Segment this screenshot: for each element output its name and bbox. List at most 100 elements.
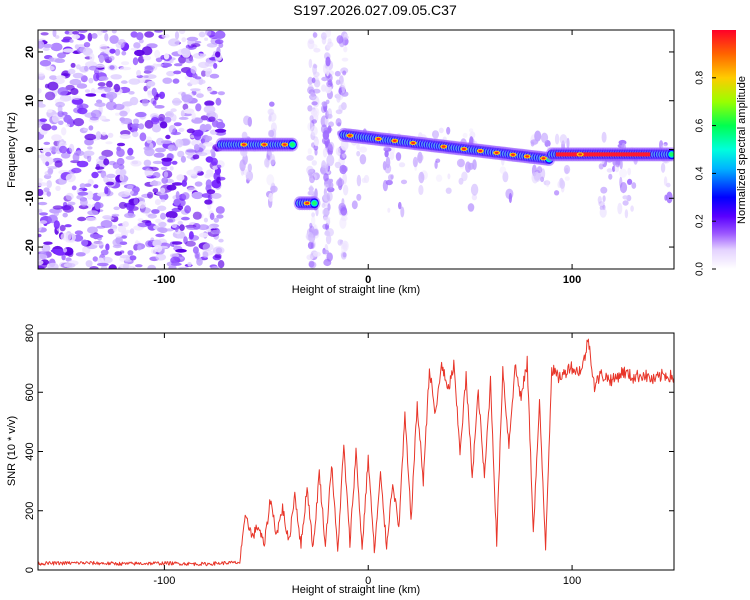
noise-speck bbox=[214, 128, 227, 133]
interference-speck bbox=[546, 179, 550, 188]
noise-speck bbox=[118, 164, 125, 170]
interference-speck bbox=[322, 249, 330, 255]
interference-speck bbox=[602, 195, 606, 203]
interference-speck bbox=[434, 160, 438, 169]
noise-speck bbox=[124, 212, 136, 219]
interference-speck bbox=[461, 171, 468, 182]
interference-speck bbox=[356, 193, 362, 201]
interference-speck bbox=[660, 162, 666, 173]
noise-speck bbox=[175, 138, 184, 148]
band-peak bbox=[646, 152, 651, 157]
noise-speck bbox=[163, 171, 169, 178]
interference-speck bbox=[398, 162, 406, 168]
interference-speck bbox=[540, 176, 545, 183]
interference-speck bbox=[247, 163, 252, 172]
interference-speck bbox=[622, 200, 629, 206]
noise-speck bbox=[171, 182, 183, 186]
interference-speck bbox=[341, 57, 349, 62]
interference-speck bbox=[412, 156, 418, 168]
interference-speck bbox=[307, 105, 313, 112]
noise-speck bbox=[130, 160, 142, 167]
noise-speck bbox=[88, 125, 94, 131]
noise-speck bbox=[173, 63, 183, 67]
band-peak bbox=[609, 152, 614, 157]
interference-speck bbox=[246, 171, 251, 181]
noise-speck bbox=[175, 191, 180, 200]
noise-speck bbox=[155, 233, 165, 238]
interference-speck bbox=[313, 229, 318, 235]
band-peak bbox=[570, 152, 575, 157]
noise-speck bbox=[181, 94, 193, 103]
interference-speck bbox=[326, 65, 330, 77]
interference-speck bbox=[627, 167, 632, 176]
noise-speck bbox=[88, 77, 94, 84]
noise-speck bbox=[64, 30, 70, 35]
band-peak bbox=[636, 152, 641, 157]
noise-speck bbox=[105, 91, 118, 100]
noise-speck bbox=[51, 125, 58, 131]
noise-speck bbox=[53, 220, 60, 230]
noise-speck bbox=[190, 88, 201, 92]
noise-speck bbox=[164, 228, 174, 232]
noise-speck bbox=[169, 166, 174, 171]
interference-speck bbox=[631, 182, 637, 189]
noise-speck bbox=[123, 262, 129, 269]
colorbar-tick-label: 0.8 bbox=[695, 70, 706, 84]
noise-speck bbox=[144, 65, 154, 74]
noise-speck bbox=[76, 194, 84, 200]
noise-speck bbox=[200, 115, 209, 121]
noise-speck bbox=[41, 123, 52, 131]
interference-speck bbox=[666, 182, 671, 188]
noise-speck bbox=[106, 80, 113, 88]
noise-speck bbox=[43, 141, 51, 145]
interference-speck bbox=[630, 205, 634, 212]
interference-speck bbox=[602, 204, 606, 210]
noise-speck bbox=[151, 124, 162, 133]
noise-speck bbox=[137, 218, 144, 222]
interference-speck bbox=[339, 217, 347, 229]
interference-speck bbox=[325, 234, 332, 245]
interference-speck bbox=[554, 133, 560, 145]
interference-speck bbox=[341, 81, 346, 93]
noise-speck bbox=[129, 255, 137, 261]
interference-speck bbox=[268, 129, 275, 138]
interference-speck bbox=[321, 162, 329, 169]
noise-speck bbox=[44, 83, 50, 89]
interference-speck bbox=[338, 104, 344, 112]
interference-speck bbox=[313, 71, 320, 78]
band-peak bbox=[560, 152, 565, 157]
noise-speck bbox=[152, 160, 163, 165]
noise-speck bbox=[47, 81, 59, 91]
noise-speck bbox=[44, 91, 56, 101]
noise-speck bbox=[133, 118, 139, 124]
noise-speck bbox=[115, 112, 120, 116]
noise-speck bbox=[214, 39, 224, 45]
interference-speck bbox=[311, 160, 317, 166]
noise-speck bbox=[143, 159, 152, 167]
noise-speck bbox=[116, 142, 126, 147]
noise-speck bbox=[46, 180, 52, 189]
noise-speck bbox=[71, 95, 81, 100]
interference-speck bbox=[359, 146, 368, 153]
noise-speck bbox=[94, 201, 101, 210]
noise-speck bbox=[85, 217, 97, 222]
noise-speck bbox=[94, 88, 106, 94]
hotspot-core bbox=[392, 139, 397, 142]
interference-speck bbox=[384, 150, 389, 158]
interference-speck bbox=[418, 171, 425, 184]
interference-speck bbox=[341, 35, 350, 40]
noise-speck bbox=[112, 227, 117, 232]
interference-speck bbox=[617, 202, 623, 215]
noise-speck bbox=[189, 78, 199, 85]
noise-speck bbox=[89, 53, 95, 62]
noise-speck bbox=[86, 190, 94, 200]
noise-speck bbox=[62, 48, 75, 53]
interference-speck bbox=[531, 171, 539, 184]
interference-speck bbox=[311, 101, 318, 106]
noise-speck bbox=[178, 30, 186, 35]
interference-speck bbox=[400, 179, 408, 185]
noise-speck bbox=[109, 48, 116, 54]
hotspot-core bbox=[347, 134, 352, 137]
colorbar-tick-label: 0.4 bbox=[695, 166, 706, 180]
noise-speck bbox=[198, 31, 206, 38]
